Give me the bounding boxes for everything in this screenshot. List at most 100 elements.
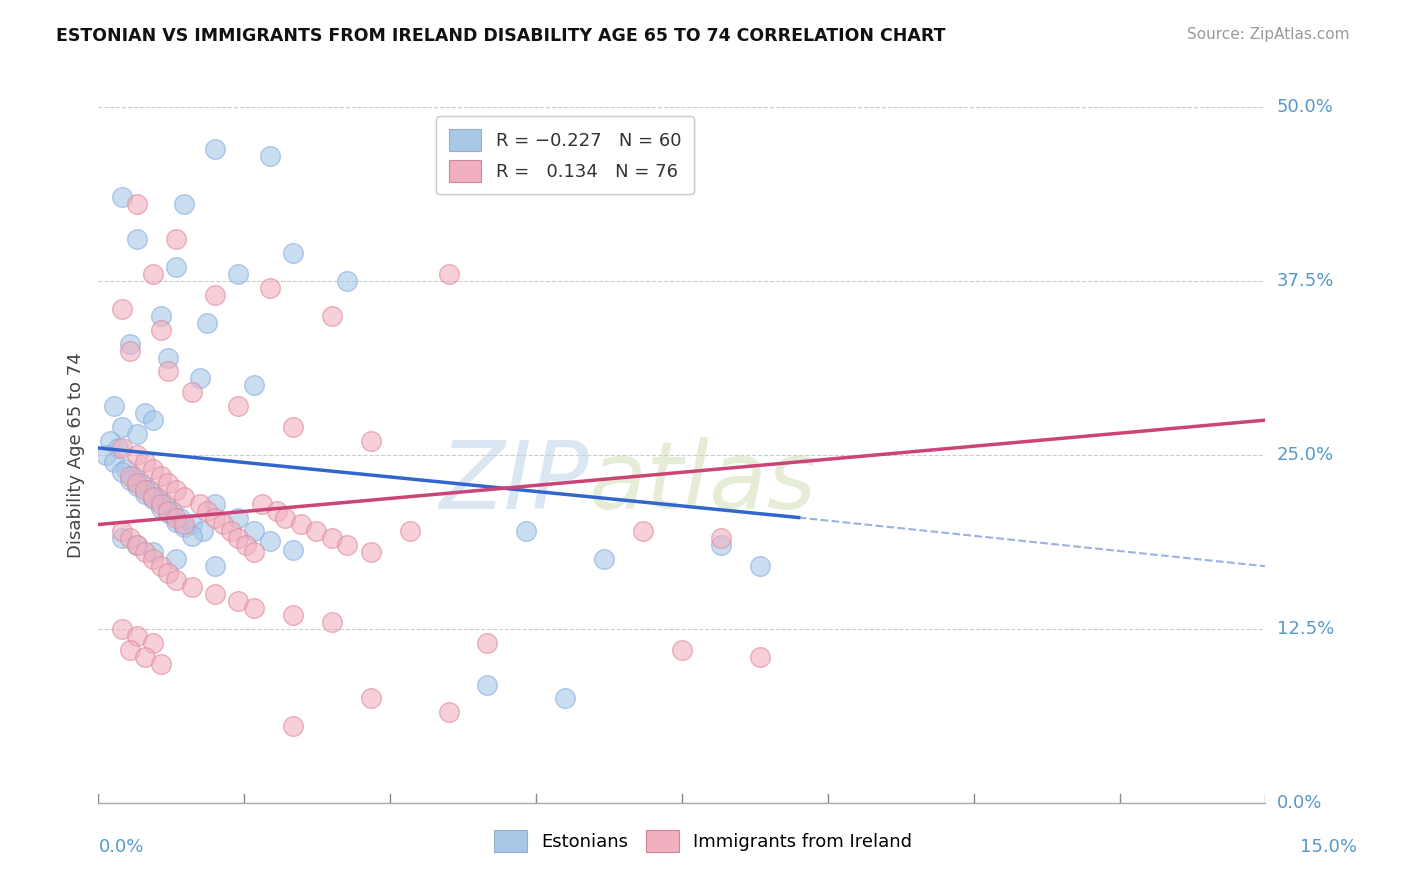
Point [477,636,499,650]
Point [142,545,165,559]
Point [142,636,165,650]
Point [118,468,141,483]
Point [96,448,118,462]
Point [204,559,226,574]
Point [127,538,149,552]
Point [228,510,250,524]
Point [180,517,202,532]
Point [153,497,176,511]
Point [157,503,180,517]
Point [134,545,156,559]
Text: Source: ZipAtlas.com: Source: ZipAtlas.com [1187,27,1350,42]
Point [111,465,134,479]
Point [360,545,382,559]
Point [180,385,202,400]
Point [127,538,149,552]
Text: 12.5%: 12.5% [1277,620,1334,638]
Point [127,478,149,492]
Text: 50.0%: 50.0% [1277,98,1333,116]
Point [138,483,160,497]
Point [157,351,180,365]
Point [266,503,288,517]
Point [118,642,141,657]
Point [281,420,304,434]
Point [98,434,121,448]
Point [149,497,172,511]
Point [235,538,257,552]
Point [437,706,460,720]
Point [165,510,187,524]
Point [111,301,134,316]
Point [204,288,226,302]
Point [149,500,172,515]
Point [180,580,202,594]
Point [118,336,141,351]
Point [142,490,165,504]
Point [173,490,195,504]
Point [243,601,266,615]
Point [107,441,129,455]
Point [259,281,281,295]
Point [157,507,180,521]
Legend: R = −0.227   N = 60, R =   0.134   N = 76: R = −0.227 N = 60, R = 0.134 N = 76 [436,116,695,194]
Point [195,503,218,517]
Point [103,399,125,413]
Point [111,420,134,434]
Point [142,413,165,427]
Point [127,232,149,246]
Point [554,691,576,706]
Point [127,629,149,643]
Point [149,657,172,671]
Point [748,649,770,664]
Point [165,232,187,246]
Text: 15.0%: 15.0% [1299,838,1357,856]
Point [127,427,149,442]
Point [149,468,172,483]
Point [127,448,149,462]
Point [165,483,187,497]
Point [336,538,359,552]
Point [118,473,141,487]
Point [149,323,172,337]
Point [204,587,226,601]
Point [173,197,195,211]
Point [212,517,235,532]
Point [173,517,195,532]
Point [111,622,134,636]
Point [157,566,180,581]
Point [134,455,156,469]
Point [103,455,125,469]
Point [671,642,693,657]
Point [259,534,281,549]
Point [114,462,136,476]
Point [477,677,499,691]
Point [157,364,180,378]
Point [193,524,215,539]
Point [281,246,304,260]
Point [360,434,382,448]
Point [165,260,187,274]
Point [142,462,165,476]
Point [305,524,328,539]
Point [204,142,226,156]
Point [188,497,211,511]
Point [118,532,141,546]
Text: ESTONIAN VS IMMIGRANTS FROM IRELAND DISABILITY AGE 65 TO 74 CORRELATION CHART: ESTONIAN VS IMMIGRANTS FROM IRELAND DISA… [56,27,946,45]
Point [281,607,304,622]
Text: 0.0%: 0.0% [98,838,143,856]
Point [243,524,266,539]
Legend: Estonians, Immigrants from Ireland: Estonians, Immigrants from Ireland [481,818,925,865]
Point [134,483,156,497]
Point [142,492,165,507]
Point [336,274,359,288]
Point [321,309,343,323]
Text: ZIP: ZIP [439,437,589,528]
Point [748,559,770,574]
Point [250,497,273,511]
Point [149,309,172,323]
Point [281,542,304,557]
Point [243,378,266,392]
Point [631,524,654,539]
Point [437,267,460,281]
Point [127,475,149,490]
